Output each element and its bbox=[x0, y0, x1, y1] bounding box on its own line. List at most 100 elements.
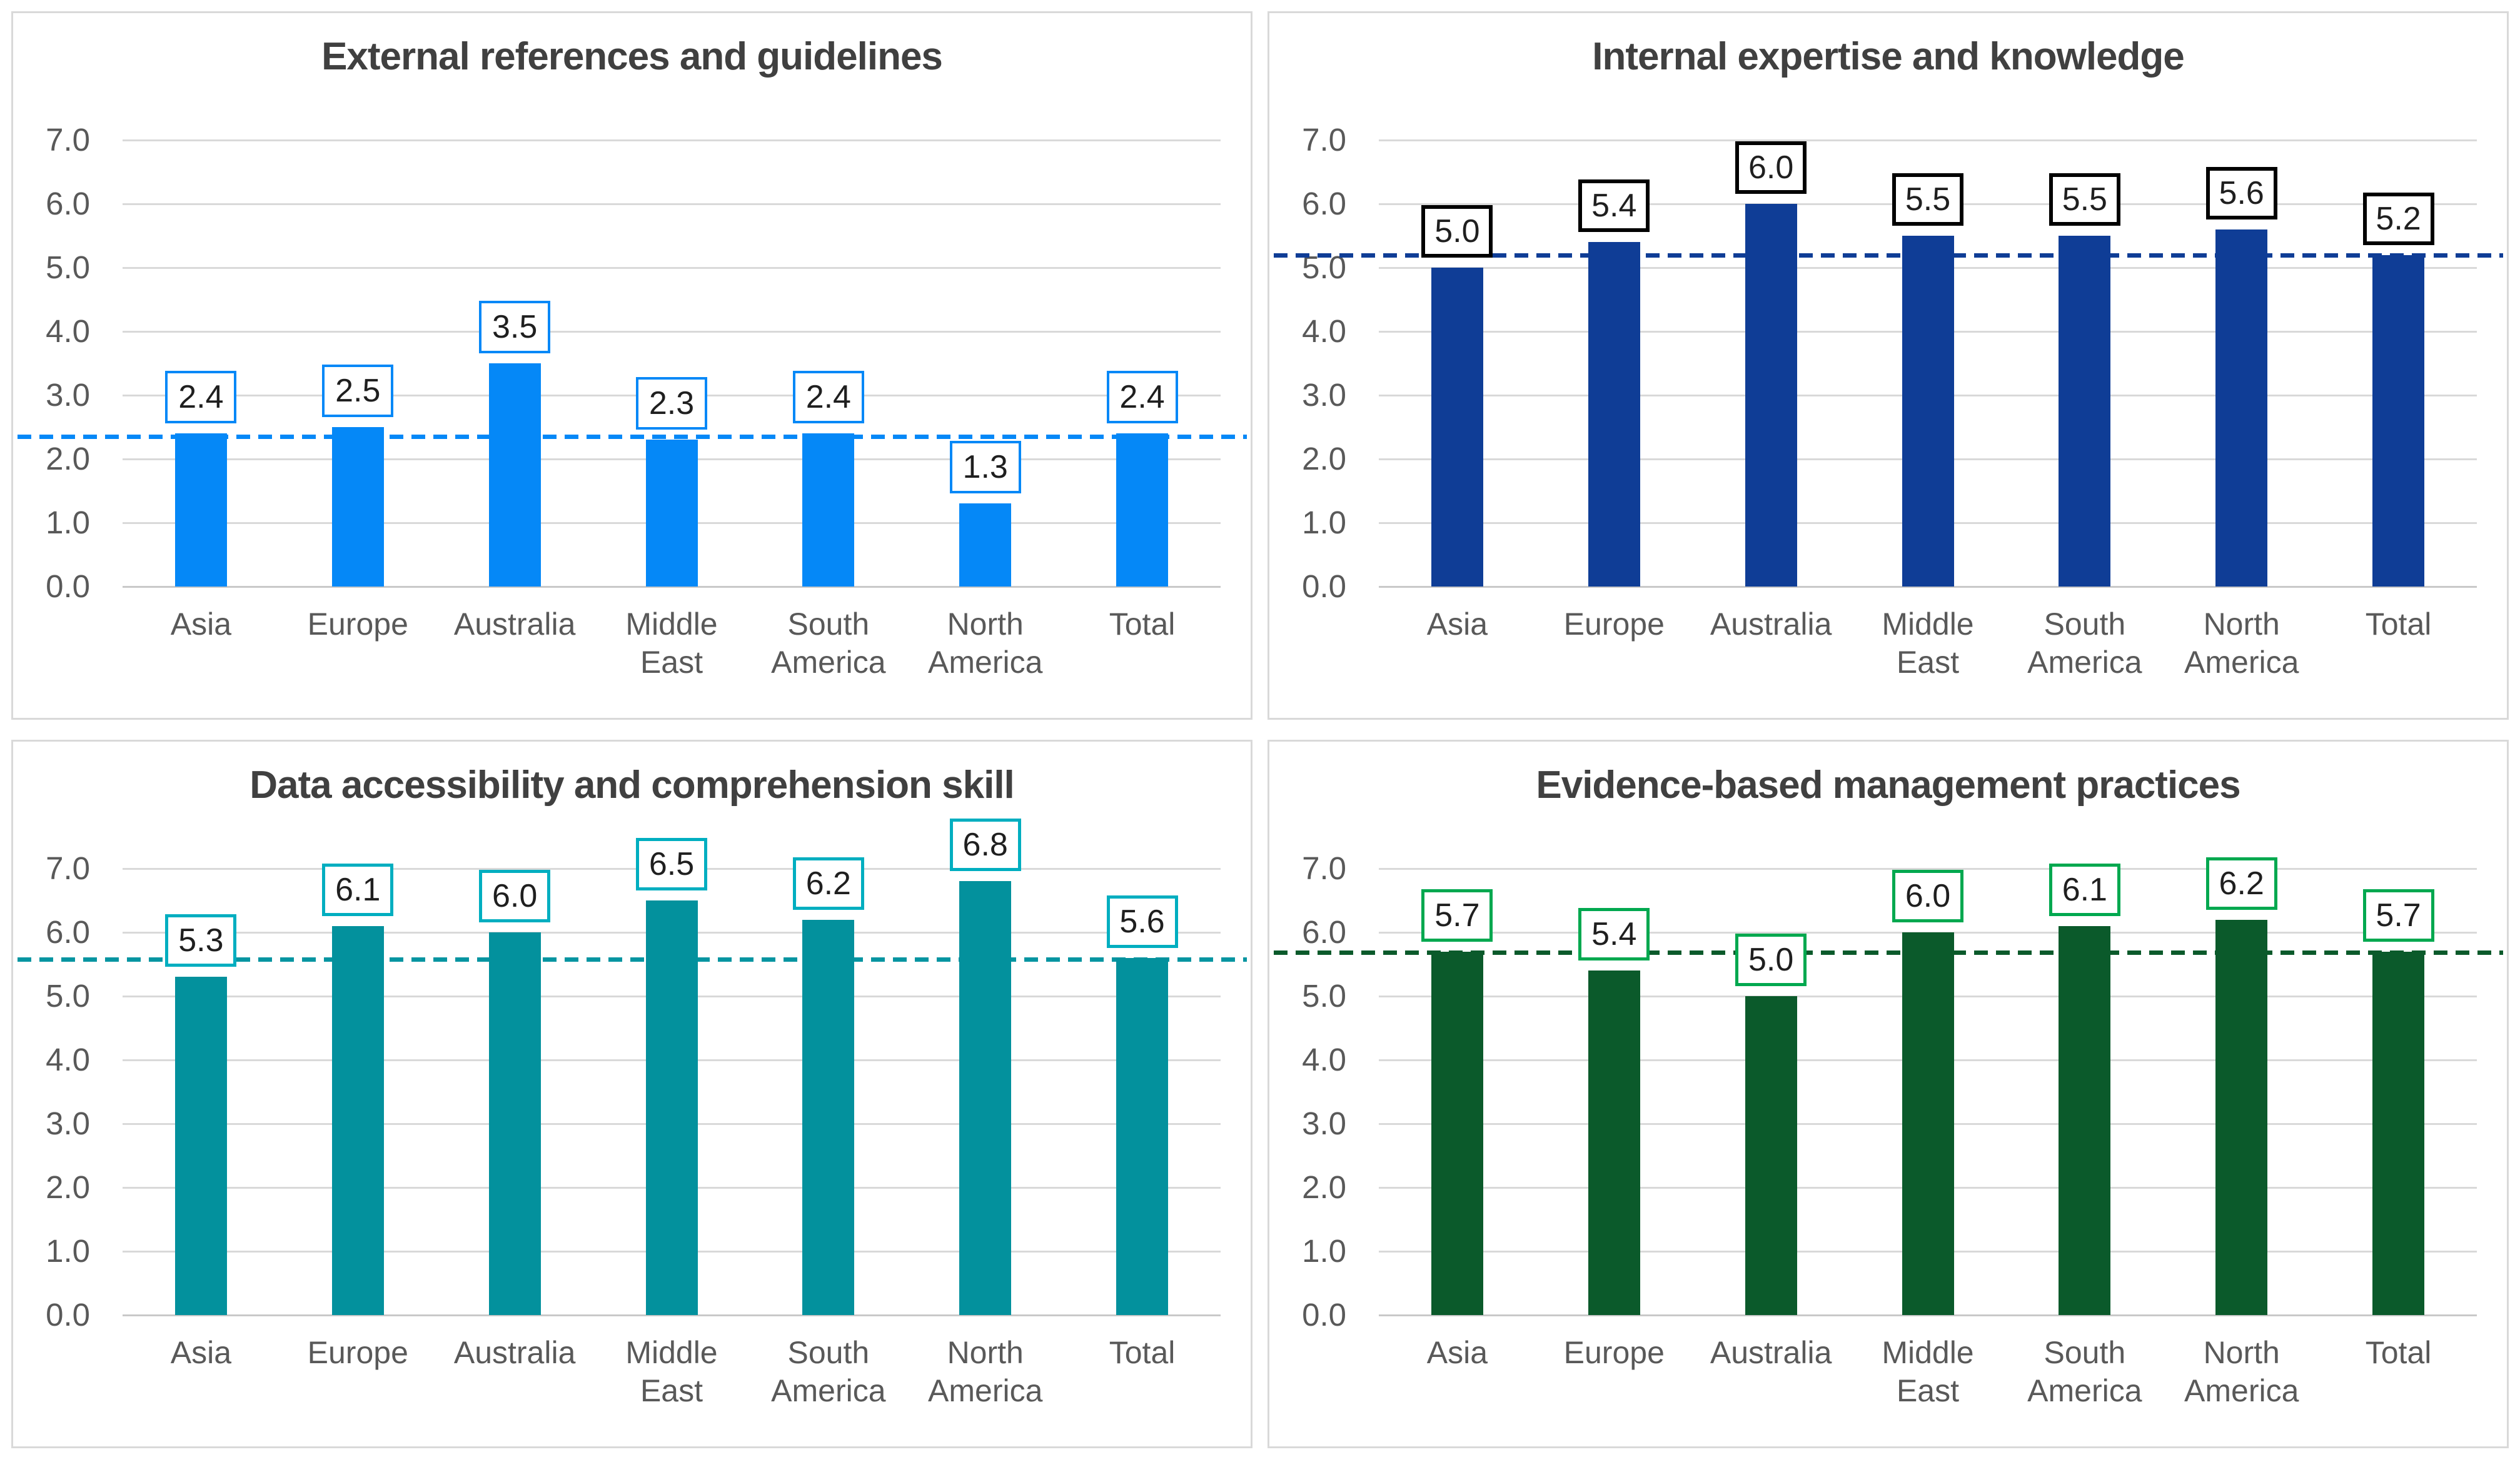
x-category-label: North America bbox=[2184, 607, 2299, 680]
y-tick-label: 1.0 bbox=[46, 505, 90, 540]
bar bbox=[645, 900, 698, 1315]
chart-panel-external-references: External references and guidelines 0.0 1.… bbox=[11, 11, 1252, 720]
data-label: 5.3 bbox=[165, 914, 237, 967]
data-label: 5.5 bbox=[1892, 173, 1963, 226]
data-label: 6.2 bbox=[2205, 857, 2277, 910]
chart-panel-data-accessibility: Data accessibility and comprehension ski… bbox=[11, 740, 1252, 1448]
bar bbox=[1745, 996, 1797, 1315]
y-tick-label: 6.0 bbox=[46, 914, 90, 950]
x-category-label: Total bbox=[2365, 607, 2432, 642]
gridline bbox=[123, 585, 1221, 588]
data-label: 2.4 bbox=[1106, 371, 1178, 423]
bar bbox=[802, 920, 855, 1315]
gridline bbox=[123, 1314, 1221, 1316]
y-tick-label: 5.0 bbox=[46, 978, 90, 1014]
y-tick-label: 6.0 bbox=[46, 186, 90, 221]
data-label: 5.7 bbox=[2362, 889, 2434, 942]
bar bbox=[802, 433, 855, 587]
data-label: 3.5 bbox=[479, 301, 551, 353]
plot-area: 0.0 1.0 2.0 3.0 4.0 5.0 6.0 7.0 5.7 Asia 5.4 Europe… bbox=[1274, 850, 2503, 1408]
y-tick-label: 0.0 bbox=[46, 1297, 90, 1333]
average-line bbox=[1274, 253, 2503, 258]
x-category-label: Total bbox=[1109, 607, 1176, 642]
bar bbox=[1116, 433, 1169, 587]
x-category-label: Total bbox=[1109, 1335, 1176, 1370]
y-tick-label: 3.0 bbox=[46, 377, 90, 413]
bar bbox=[331, 926, 384, 1315]
y-tick-label: 4.0 bbox=[46, 313, 90, 349]
y-tick-label: 2.0 bbox=[1302, 441, 1346, 476]
bar bbox=[1431, 268, 1483, 587]
y-tick-label: 0.0 bbox=[1302, 1297, 1346, 1333]
y-tick-label: 2.0 bbox=[46, 441, 90, 476]
bar bbox=[488, 363, 541, 587]
plot-area: 0.0 1.0 2.0 3.0 4.0 5.0 6.0 7.0 5.3 Asia 6.1 Europe… bbox=[18, 819, 1247, 1408]
bar bbox=[1588, 242, 1640, 587]
data-label: 6.0 bbox=[1892, 870, 1963, 922]
y-tick-label: 6.0 bbox=[1302, 914, 1346, 950]
bar bbox=[645, 440, 698, 587]
data-label: 2.4 bbox=[165, 371, 237, 423]
average-line bbox=[1274, 950, 2503, 955]
y-tick-label: 2.0 bbox=[1302, 1169, 1346, 1205]
data-label: 5.5 bbox=[2049, 173, 2120, 226]
data-label: 5.4 bbox=[1578, 179, 1650, 232]
data-label: 2.5 bbox=[322, 365, 394, 417]
x-category-label: Asia bbox=[1426, 607, 1488, 642]
x-category-label: Australia bbox=[1710, 607, 1832, 642]
x-category-label: South America bbox=[2027, 607, 2142, 680]
y-tick-label: 7.0 bbox=[46, 122, 90, 158]
data-label: 5.0 bbox=[1421, 205, 1493, 258]
data-label: 5.2 bbox=[2362, 193, 2434, 245]
y-tick-label: 0.0 bbox=[1302, 568, 1346, 604]
y-tick-label: 7.0 bbox=[1302, 850, 1346, 886]
y-tick-label: 5.0 bbox=[46, 250, 90, 285]
data-label: 5.6 bbox=[1106, 895, 1178, 948]
x-category-label: Middle East bbox=[1882, 1335, 1974, 1408]
x-category-label: Europe bbox=[1563, 1335, 1665, 1370]
plot-area: 0.0 1.0 2.0 3.0 4.0 5.0 6.0 7.0 2.4 Asia 2.5 Europe… bbox=[18, 122, 1247, 680]
bar bbox=[1588, 970, 1640, 1315]
bar bbox=[1902, 236, 1954, 587]
average-line bbox=[18, 434, 1247, 439]
x-category-label: Europe bbox=[307, 607, 408, 642]
data-label: 6.8 bbox=[949, 819, 1021, 871]
x-category-label: Middle East bbox=[625, 1335, 718, 1408]
chart-panel-evidence-based: Evidence-based management practices 0.0 1… bbox=[1268, 740, 2509, 1448]
x-category-label: Asia bbox=[1426, 1335, 1488, 1370]
x-category-label: Australia bbox=[1710, 1335, 1832, 1370]
gridline bbox=[1379, 867, 2477, 870]
bar bbox=[959, 881, 1012, 1315]
bar bbox=[1431, 952, 1483, 1315]
x-category-label: North America bbox=[2184, 1335, 2299, 1408]
data-label: 5.7 bbox=[1421, 889, 1493, 942]
bar bbox=[488, 932, 541, 1315]
gridline bbox=[123, 139, 1221, 141]
x-category-label: Australia bbox=[453, 607, 576, 642]
data-label: 6.0 bbox=[1735, 141, 1807, 194]
x-category-label: North America bbox=[928, 607, 1043, 680]
y-tick-label: 7.0 bbox=[1302, 122, 1346, 158]
bar bbox=[2059, 236, 2111, 587]
data-label: 2.4 bbox=[792, 371, 864, 423]
y-tick-label: 6.0 bbox=[1302, 186, 1346, 221]
data-label: 6.0 bbox=[479, 870, 551, 922]
bar bbox=[1745, 204, 1797, 587]
y-tick-label: 3.0 bbox=[1302, 1106, 1346, 1141]
chart-panel-internal-expertise: Internal expertise and knowledge 0.0 1.0 2… bbox=[1268, 11, 2509, 720]
data-label: 6.1 bbox=[2049, 864, 2120, 916]
y-tick-label: 0.0 bbox=[46, 568, 90, 604]
y-tick-label: 4.0 bbox=[1302, 1042, 1346, 1077]
gridline bbox=[1379, 585, 2477, 588]
bar bbox=[331, 427, 384, 587]
data-label: 5.4 bbox=[1578, 908, 1650, 960]
x-category-label: Middle East bbox=[1882, 607, 1974, 680]
gridline bbox=[1379, 1314, 2477, 1316]
chart-title: Internal expertise and knowledge bbox=[1592, 35, 2185, 78]
bar bbox=[2215, 920, 2268, 1315]
y-tick-label: 4.0 bbox=[46, 1042, 90, 1077]
bar bbox=[2215, 229, 2268, 587]
bar bbox=[174, 433, 227, 587]
x-category-label: Total bbox=[2365, 1335, 2432, 1370]
